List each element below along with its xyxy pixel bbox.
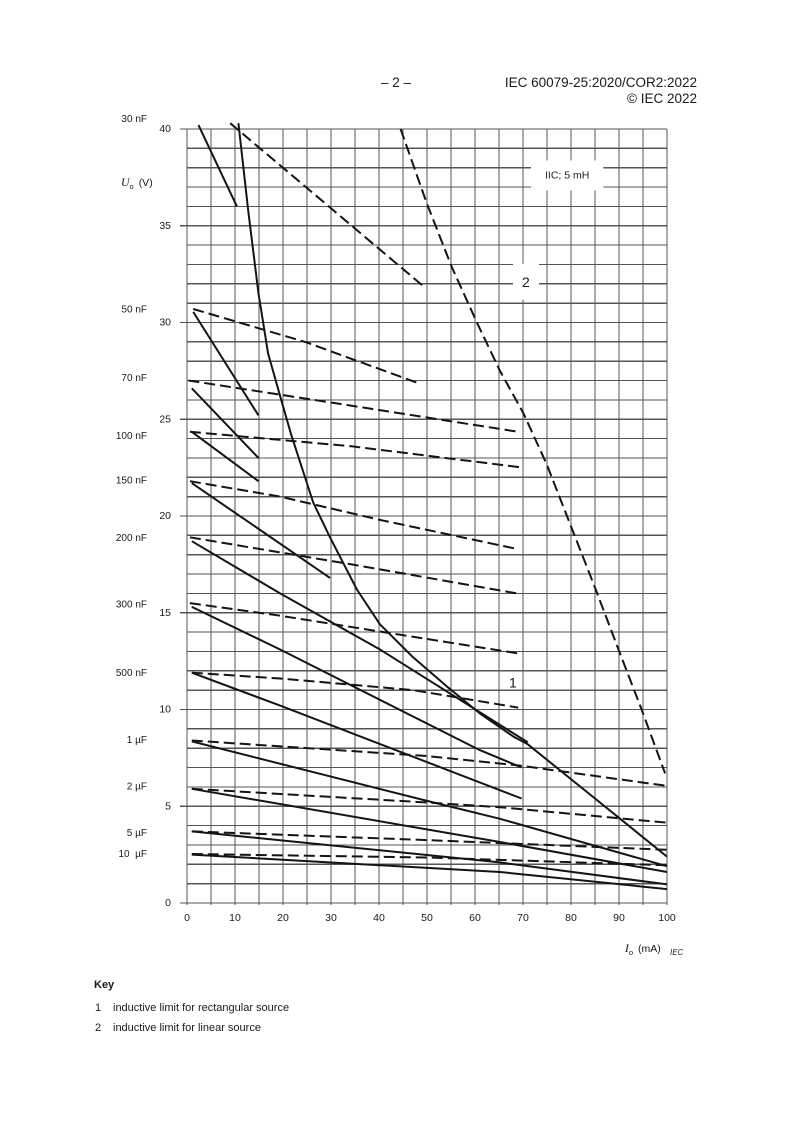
x-axis-symbol: I xyxy=(624,940,629,955)
curve-200-nf-dashed xyxy=(189,536,517,595)
capacitance-label-1-uf: 1 µF xyxy=(127,735,147,746)
key-item-number: 1 xyxy=(95,1002,102,1014)
y-tick-label: 0 xyxy=(165,897,171,909)
figure-source-mark: IEC xyxy=(670,948,684,957)
annotation-iic-5-mh: IIC; 5 mH xyxy=(545,169,589,181)
grid xyxy=(180,128,668,905)
capacitance-label-500-nf: 500 nF xyxy=(116,668,147,679)
curve-2-uf-dashed xyxy=(191,787,668,824)
annotations: IIC; 5 mH 2 1 xyxy=(509,160,604,690)
curve-50-nf-dashed xyxy=(192,308,417,384)
curve-5-uf-solid xyxy=(191,830,668,886)
curve-70-nf-dashed xyxy=(188,379,519,433)
x-tick-label: 50 xyxy=(421,912,433,924)
curve-500-nf-solid xyxy=(191,671,522,800)
key-item-text: inductive limit for rectangular source xyxy=(113,1002,290,1014)
copyright: © IEC 2022 xyxy=(627,91,697,106)
x-tick-label: 40 xyxy=(373,912,385,924)
curve-300-nf-dashed xyxy=(189,602,519,655)
y-axis-symbol: U xyxy=(120,174,130,189)
y-axis-unit: (V) xyxy=(138,176,153,189)
capacitance-label-70-nf: 70 nF xyxy=(121,373,147,384)
annotation-background xyxy=(512,263,539,300)
capacitance-label-50-nf: 50 nF xyxy=(121,304,147,315)
y-tick-label: 35 xyxy=(159,220,171,232)
annotation-background xyxy=(530,160,604,191)
x-axis-unit: (mA) xyxy=(638,942,661,955)
curve-100-nf-solid xyxy=(191,430,260,483)
x-axis-title: Io (mA) xyxy=(619,931,661,957)
curve-70-nf-solid xyxy=(191,387,260,459)
curve-10-uf-solid xyxy=(191,853,668,891)
x-tick-label: 20 xyxy=(277,912,289,924)
document-id: IEC 60079-25:2020/COR2:2022 xyxy=(504,75,697,90)
capacitance-label-100-nf: 100 nF xyxy=(116,431,147,442)
curve-2-dashed xyxy=(399,128,667,774)
annotation-2: 2 xyxy=(522,274,530,290)
curve-1-solid xyxy=(237,123,668,858)
capacitance-label-200-nf: 200 nF xyxy=(116,533,147,544)
x-axis-subscript: o xyxy=(628,947,634,957)
capacitance-label-30-nf: 30 nF xyxy=(121,114,147,125)
tick-labels: 0 5 10 15 20 25 30 35 40 0 10 20 30 40 50 60 70 80 90 100 xyxy=(159,123,676,924)
y-tick-label: 10 xyxy=(159,704,171,716)
x-tick-label: 90 xyxy=(613,912,625,924)
capacitance-label-10-uf: 10 µF xyxy=(118,849,147,860)
key-item-number: 2 xyxy=(95,1022,102,1034)
capacitance-label-5-uf: 5 µF xyxy=(127,828,147,839)
x-tick-label: 100 xyxy=(658,912,676,924)
curve-1-uf-solid xyxy=(191,740,668,868)
y-tick-label: 40 xyxy=(159,123,171,135)
curve-1-uf-dashed xyxy=(191,739,668,787)
curve-2-uf-solid xyxy=(191,787,668,873)
x-tick-label: 60 xyxy=(469,912,481,924)
curve-150-nf-solid xyxy=(191,482,331,579)
curve-300-nf-solid xyxy=(191,605,522,769)
capacitance-label-300-nf: 300 nF xyxy=(116,600,147,611)
curve-50-nf-solid xyxy=(192,311,260,416)
curve-30-nf-solid xyxy=(197,124,238,207)
y-tick-label: 30 xyxy=(159,317,171,329)
y-tick-label: 25 xyxy=(159,413,171,425)
curve-30-nf-dashed xyxy=(229,122,426,289)
curve-5-uf-dashed xyxy=(191,830,668,851)
curves xyxy=(188,122,668,891)
y-tick-label: 20 xyxy=(159,510,171,522)
capacitance-labels: 30 nF 50 nF 70 nF 100 nF 150 nF 200 nF 300 nF 5… xyxy=(116,114,147,860)
annotation-1: 1 xyxy=(509,674,517,690)
curve-150-nf-dashed xyxy=(189,480,518,550)
x-tick-label: 10 xyxy=(229,912,241,924)
x-tick-label: 80 xyxy=(565,912,577,924)
capacitance-label-2-uf: 2 µF xyxy=(127,781,147,792)
capacitance-label-150-nf: 150 nF xyxy=(116,476,147,487)
x-tick-label: 0 xyxy=(184,912,190,924)
y-axis-subscript: o xyxy=(129,181,134,191)
curve-100-nf-dashed xyxy=(189,430,524,469)
y-tick-label: 5 xyxy=(165,800,171,812)
y-axis-title: Uo (V) xyxy=(115,165,153,191)
y-tick-label: 15 xyxy=(159,607,171,619)
x-tick-label: 70 xyxy=(517,912,529,924)
x-tick-label: 30 xyxy=(325,912,337,924)
key-title: Key xyxy=(94,979,115,991)
page-number: – 2 – xyxy=(381,75,412,90)
key-item-text: inductive limit for linear source xyxy=(113,1022,261,1034)
curve-500-nf-dashed xyxy=(191,671,519,709)
